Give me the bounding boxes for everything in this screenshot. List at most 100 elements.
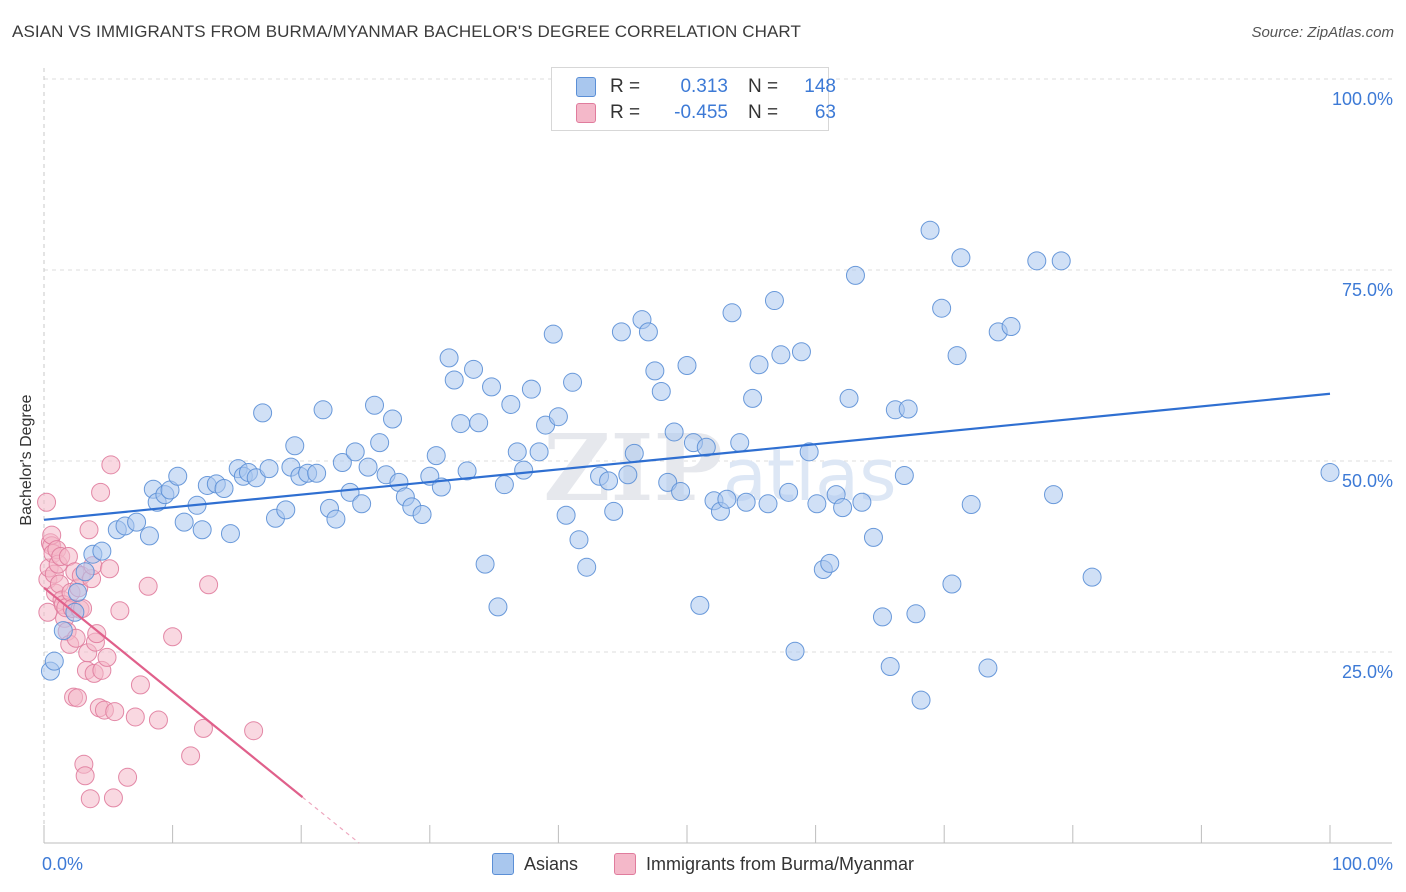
asians-point-75 (563, 372, 583, 392)
asians-point-131 (961, 495, 981, 515)
asians-point-19 (192, 520, 212, 540)
r-label: R = (610, 76, 641, 97)
asians-point-22 (214, 479, 234, 499)
y-tick-label-0: 25.0% (1342, 662, 1393, 682)
asians-point-77 (577, 557, 597, 577)
asians-point-90 (671, 482, 691, 502)
burma-point-54 (130, 675, 150, 695)
grid-lines (44, 78, 1392, 653)
asians-point-79 (599, 471, 619, 491)
tick-labels: 25.0% 50.0% 75.0% 100.0% 0.0% 100.0% (42, 89, 1393, 874)
asians-point-139 (1320, 462, 1340, 482)
n-label: N = (748, 76, 779, 97)
asians-point-135 (1027, 251, 1047, 271)
asians-point-2 (53, 621, 73, 641)
series-legend: Asians Immigrants from Burma/Myanmar (0, 852, 1406, 876)
burma-swatch (576, 103, 596, 123)
asians-point-108 (791, 342, 811, 362)
burma-point-51 (110, 601, 130, 621)
asians-point-69 (521, 379, 541, 399)
asians-point-122 (894, 466, 914, 486)
r-value: -0.455 (674, 102, 728, 123)
asians-point-23 (220, 524, 240, 544)
asians-point-125 (911, 690, 931, 710)
asians-point-117 (852, 492, 872, 512)
burma-point-56 (148, 710, 168, 730)
burma-point-35 (79, 520, 99, 540)
burma-point-32 (75, 766, 95, 786)
burma-point-43 (91, 482, 111, 502)
asians-point-116 (845, 265, 865, 285)
burma-point-46 (97, 647, 117, 667)
asians-point-86 (645, 361, 665, 381)
asians-point-63 (482, 377, 502, 397)
asians-point-72 (543, 324, 563, 344)
x-tick-label-0: 0.0% (42, 854, 83, 874)
burma-point-49 (103, 788, 123, 808)
asians-point-124 (906, 604, 926, 624)
n-value: 63 (814, 102, 836, 123)
stats-row-burma: R = -0.455 N = 63 (576, 100, 836, 126)
asians-point-89 (664, 422, 684, 442)
asians-point-82 (618, 465, 638, 485)
burma-point-48 (101, 455, 121, 475)
burma-point-53 (125, 707, 145, 727)
asians-point-98 (722, 303, 742, 323)
asians-point-100 (736, 492, 756, 512)
trend-lines (43, 392, 1331, 844)
asians-point-31 (276, 500, 296, 520)
n-label: N = (748, 102, 779, 123)
asians-point-29 (259, 459, 279, 479)
asians-point-85 (638, 322, 658, 342)
series-asians-points (40, 220, 1340, 710)
asians-point-27 (246, 468, 266, 488)
asians-point-58 (451, 414, 471, 434)
asians-point-61 (469, 413, 489, 433)
asians-point-5 (75, 562, 95, 582)
burma-point-36 (80, 789, 100, 809)
burma-point-52 (118, 767, 138, 787)
burma-point-59 (193, 718, 213, 738)
burma-point-47 (100, 559, 120, 579)
stats-legend: R = 0.313 N = 148 R = -0.455 N = 63 (551, 67, 836, 131)
asians-trend-line (43, 392, 1331, 521)
burma-point-1 (38, 602, 58, 622)
asians-point-128 (942, 574, 962, 594)
burma-point-50 (105, 702, 125, 722)
asians-point-88 (658, 472, 678, 492)
asians-point-7 (92, 541, 112, 561)
asians-point-52 (412, 504, 432, 524)
asians-point-103 (758, 494, 778, 514)
r-value: 0.313 (680, 76, 728, 97)
asians-point-83 (624, 443, 644, 463)
asians-point-118 (863, 527, 883, 547)
legend-item-asians[interactable]: Asians (491, 853, 578, 875)
asians-point-138 (1082, 567, 1102, 587)
asians-point-62 (475, 554, 495, 574)
asians-point-105 (771, 345, 791, 365)
asians-point-36 (307, 463, 327, 483)
asians-point-55 (431, 477, 451, 497)
burma-point-41 (87, 624, 107, 644)
burma-legend-swatch (613, 853, 636, 875)
asians-point-104 (764, 291, 784, 311)
asians-point-45 (365, 395, 385, 415)
asians-point-64 (488, 597, 508, 617)
asians-point-56 (439, 348, 459, 368)
source-label: Source: ZipAtlas.com (1251, 24, 1394, 41)
legend-label-asians: Asians (523, 853, 578, 874)
asians-point-109 (799, 442, 819, 462)
asians-point-16 (168, 466, 188, 486)
asians-point-133 (1001, 317, 1021, 337)
x-tick-label-1: 100.0% (1332, 854, 1393, 874)
burma-point-26 (67, 688, 87, 708)
asians-point-94 (696, 437, 716, 457)
asians-point-46 (370, 433, 390, 453)
asians-point-102 (749, 355, 769, 375)
y-tick-label-3: 100.0% (1332, 89, 1393, 109)
asians-point-137 (1051, 251, 1071, 271)
n-value: 148 (804, 76, 836, 97)
legend-item-burma[interactable]: Immigrants from Burma/Myanmar (613, 853, 914, 875)
asians-legend-swatch (491, 853, 514, 875)
